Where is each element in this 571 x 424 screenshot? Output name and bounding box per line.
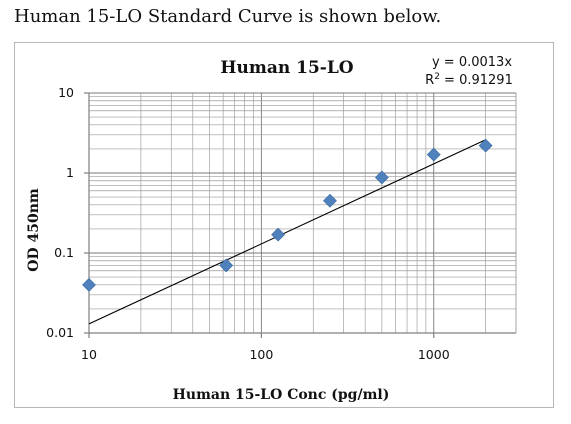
data-point-layer bbox=[82, 138, 493, 292]
y-tick-label: 0.01 bbox=[46, 325, 74, 340]
r-squared-superscript: 2 bbox=[434, 72, 440, 82]
grid-layer bbox=[88, 92, 517, 334]
r-squared-annotation: R2 = 0.91291 bbox=[425, 72, 513, 88]
chart-title: Human 15-LO bbox=[220, 58, 353, 78]
trendline-layer bbox=[88, 139, 486, 325]
y-tick-label: 0.1 bbox=[54, 245, 74, 260]
x-tick-label: 10 bbox=[81, 347, 97, 362]
data-point bbox=[82, 277, 96, 292]
y-tick-label: 10 bbox=[58, 85, 74, 100]
chart-frame bbox=[14, 42, 554, 408]
x-tick-label: 100 bbox=[249, 347, 273, 362]
page-heading: Human 15-LO Standard Curve is shown belo… bbox=[14, 6, 442, 27]
x-axis-label: Human 15-LO Conc (pg/ml) bbox=[173, 387, 390, 403]
y-tick-label: 1 bbox=[66, 165, 74, 180]
data-point bbox=[323, 193, 337, 208]
y-axis-label: OD 450nm bbox=[26, 188, 42, 272]
r-squared-symbol: R bbox=[425, 73, 434, 88]
data-point bbox=[426, 147, 441, 162]
data-point bbox=[374, 170, 389, 185]
data-point bbox=[271, 227, 286, 242]
data-point bbox=[219, 258, 234, 273]
data-point bbox=[478, 138, 493, 153]
r-squared-value: = 0.91291 bbox=[440, 73, 513, 88]
trendline bbox=[88, 139, 486, 325]
axis-layer bbox=[84, 92, 516, 338]
x-tick-label: 1000 bbox=[418, 347, 450, 362]
label-layer: 0.01 0.1 1 10 10 100 1000 bbox=[46, 85, 450, 362]
trendline-equation: y = 0.0013x bbox=[432, 55, 512, 70]
